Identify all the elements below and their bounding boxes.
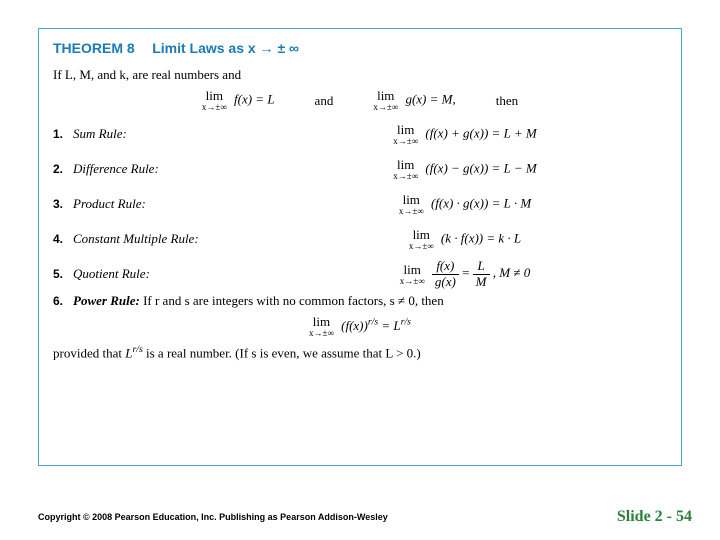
premise-then: then (496, 93, 518, 109)
theorem-premise: limx→±∞ f(x) = L and limx→±∞ g(x) = M, t… (53, 89, 667, 112)
theorem-number: THEOREM 8 (53, 40, 135, 56)
rule-quotient: 5. Quotient Rule: limx→±∞ f(x)g(x) = LM … (53, 258, 667, 290)
rules-list: 1. Sum Rule: limx→±∞ (f(x) + g(x)) = L +… (53, 118, 667, 290)
rule-sum: 1. Sum Rule: limx→±∞ (f(x) + g(x)) = L +… (53, 118, 667, 150)
theorem-box: THEOREM 8 Limit Laws as x → ± ∞ If L, M,… (38, 28, 682, 466)
rule-power-provided: provided that Lr/s is a real number. (If… (53, 344, 667, 361)
rule-product: 3. Product Rule: limx→±∞ (f(x) · g(x)) =… (53, 188, 667, 220)
rule-power-eq: limx→±∞ (f(x))r/s = Lr/s (53, 315, 667, 338)
rule-power: 6. Power Rule: If r and s are integers w… (53, 293, 667, 309)
premise-and: and (315, 93, 334, 109)
rule-difference: 2. Difference Rule: limx→±∞ (f(x) − g(x)… (53, 153, 667, 185)
rule-constant-multiple: 4. Constant Multiple Rule: limx→±∞ (k · … (53, 223, 667, 255)
premise-right: limx→±∞ g(x) = M, (373, 89, 455, 112)
slide-number: Slide 2 - 54 (617, 508, 692, 526)
theorem-header: THEOREM 8 Limit Laws as x → ± ∞ (53, 39, 667, 59)
theorem-title: Limit Laws as x → ± ∞ (152, 40, 299, 56)
premise-left: limx→±∞ f(x) = L (202, 89, 275, 112)
copyright-text: Copyright © 2008 Pearson Education, Inc.… (38, 512, 388, 522)
theorem-intro: If L, M, and k, are real numbers and (53, 67, 667, 83)
